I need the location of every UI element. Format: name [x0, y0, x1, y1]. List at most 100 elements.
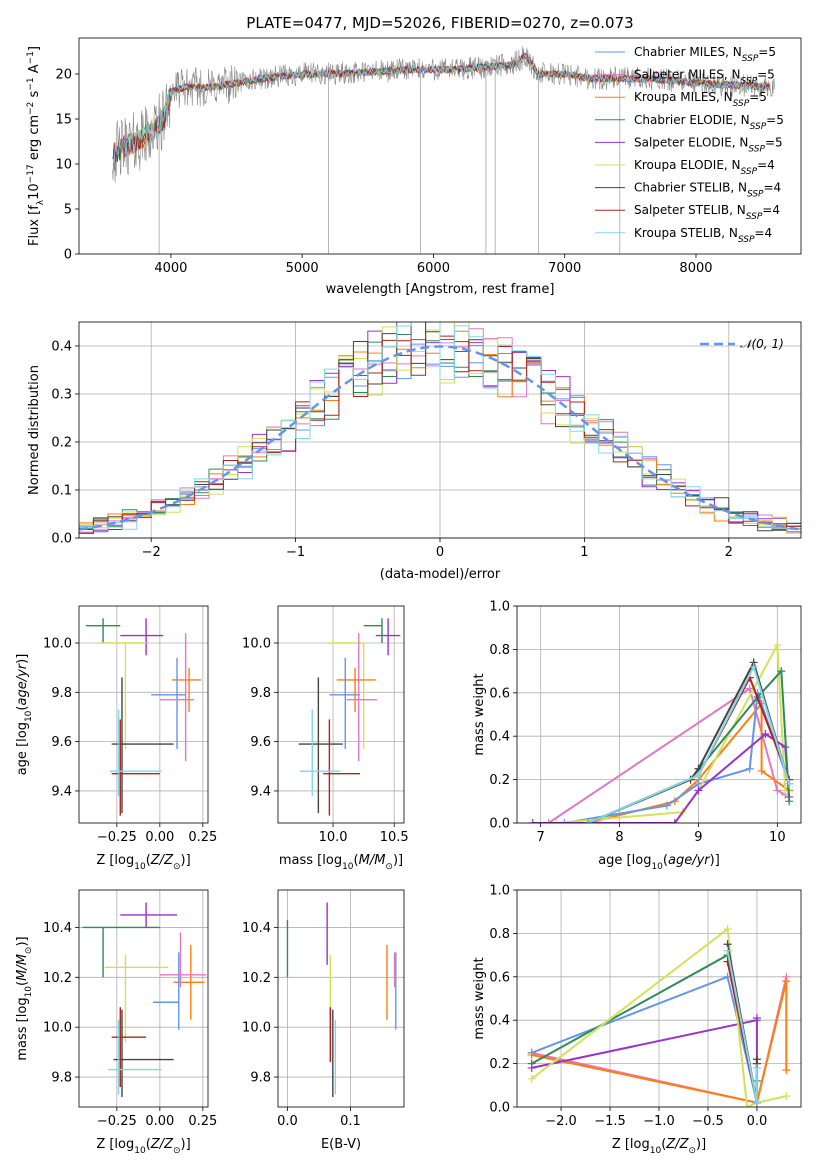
weight-series	[527, 951, 761, 1107]
errorbar-point	[152, 952, 180, 1030]
x-tick-label: −0.25	[97, 830, 137, 845]
errorbar-point	[336, 667, 376, 713]
weight-series	[723, 946, 761, 1107]
x-tick-label: −0.25	[97, 1114, 137, 1129]
figure-title: PLATE=0477, MJD=52026, FIBERID=0270, z=0…	[246, 14, 633, 32]
model-spectrum-line	[112, 53, 770, 164]
weight-line	[532, 641, 787, 823]
axes-frame	[516, 889, 802, 1108]
y-axis-label: mass [log10(M/M⊙)]	[15, 936, 34, 1060]
errorbar-point	[109, 709, 162, 796]
weight-marker	[773, 786, 782, 795]
x-axis-label: E(B-V)	[321, 1137, 361, 1152]
weight-marker	[782, 1092, 791, 1101]
weight-marker	[749, 662, 758, 671]
label-part: erg cm	[27, 115, 42, 164]
x-tick-label: 0.1	[340, 1114, 361, 1129]
weight-marker	[528, 819, 537, 823]
x-tick-label: 8000	[679, 261, 712, 276]
x-tick-label: 1	[580, 545, 588, 560]
errorbar-point	[363, 618, 383, 643]
x-tick-label: −2.0	[545, 1114, 577, 1129]
x-tick-label: −1.0	[643, 1114, 675, 1129]
weight-line	[531, 1018, 758, 1103]
label-part: )]	[15, 936, 30, 946]
label-part: SSP	[747, 190, 764, 200]
weight-marker	[723, 946, 732, 955]
x-tick-label: 0.25	[188, 1114, 217, 1129]
legend-entry: Salpeter STELIB, NSSP=4	[634, 203, 780, 222]
label-part: SSP	[742, 54, 759, 64]
weight-marker	[560, 819, 569, 823]
weight-marker	[723, 925, 732, 934]
label-part: mass [log	[279, 853, 342, 868]
weight-marker	[694, 786, 703, 795]
errorbar-point	[151, 657, 186, 750]
weight-marker	[527, 1063, 536, 1072]
y-tick-label: 0.2	[489, 773, 510, 788]
y-tick-label: 0.8	[489, 643, 510, 658]
x-tick-label: −0.5	[692, 1114, 724, 1129]
label-part: ⊙	[173, 1146, 181, 1156]
weight-marker	[785, 797, 794, 806]
label-part: 10	[342, 862, 354, 872]
label-part: age [log	[15, 722, 30, 775]
label-part: ]	[27, 46, 42, 51]
y-tick-label: 0.2	[51, 436, 72, 451]
x-axis-label: Z [log10(Z/Z⊙)]	[96, 853, 190, 872]
y-tick-label: 9.8	[51, 1071, 72, 1086]
label-part: (	[15, 981, 30, 986]
legend-entry: Chabrier ELODIE, NSSP=5	[634, 113, 784, 132]
label-part: Salpeter MILES, N	[634, 68, 741, 82]
weight-series	[528, 730, 794, 823]
weight-marker	[745, 684, 754, 693]
label-part: (	[146, 1137, 151, 1152]
label-part: Kroupa ELODIE, N	[634, 158, 741, 172]
y-tick-label: 0.6	[489, 970, 510, 985]
y-tick-label: 10.0	[242, 636, 271, 651]
weight-marker	[527, 1074, 536, 1083]
normal-distribution-curve	[79, 345, 799, 531]
label-part: s	[27, 90, 42, 101]
label-part: 10	[27, 183, 42, 200]
weight-marker	[584, 819, 592, 823]
label-part: )]	[15, 654, 30, 664]
x-tick-label: 0.0	[747, 1114, 768, 1129]
x-tick-label: 2	[725, 545, 733, 560]
weight-marker	[752, 1014, 761, 1023]
errorbar-point	[108, 1019, 162, 1095]
legend-entry: Salpeter MILES, NSSP=5	[634, 68, 775, 87]
label-part: ⊙	[385, 862, 393, 872]
legend-entry: Chabrier STELIB, NSSP=4	[634, 181, 781, 200]
y-tick-label: 0.8	[489, 927, 510, 942]
y-tick-label: 0.0	[489, 817, 510, 832]
y-tick-label: 20	[55, 68, 72, 83]
weight-line	[531, 927, 787, 1107]
label-part: −1	[26, 77, 36, 90]
x-tick-label: 0.00	[145, 1114, 174, 1129]
weight-marker	[752, 1098, 761, 1107]
x-tick-label: 10	[769, 830, 786, 845]
plot-area	[286, 902, 397, 1098]
label-part: =4	[764, 181, 782, 195]
x-tick-label: 6000	[417, 261, 450, 276]
y-axis-label: mass weight	[472, 673, 487, 755]
errorbar-point	[323, 719, 360, 816]
x-tick-label: 7000	[548, 261, 581, 276]
label-part: Z [log	[96, 853, 134, 868]
label-part: Chabrier ELODIE, N	[634, 113, 750, 127]
label-part: E(B-V)	[321, 1137, 361, 1152]
x-tick-label: −1.5	[594, 1114, 626, 1129]
label-part: ⊙	[688, 1146, 696, 1156]
y-tick-label: 9.8	[250, 1071, 271, 1086]
weight-series	[560, 688, 794, 823]
axes-frame	[78, 37, 802, 255]
weight-line	[531, 975, 758, 1103]
label-part: age/yr	[668, 853, 711, 868]
axes-frame	[78, 605, 209, 824]
weight-marker	[745, 764, 754, 773]
errorbar-point	[111, 1007, 147, 1088]
x-axis-label: Z [log10(Z/Z⊙)]	[96, 1137, 190, 1156]
y-axis-label: age [log10(age/yr)]	[15, 654, 34, 776]
y-tick-label: 9.4	[250, 784, 271, 799]
